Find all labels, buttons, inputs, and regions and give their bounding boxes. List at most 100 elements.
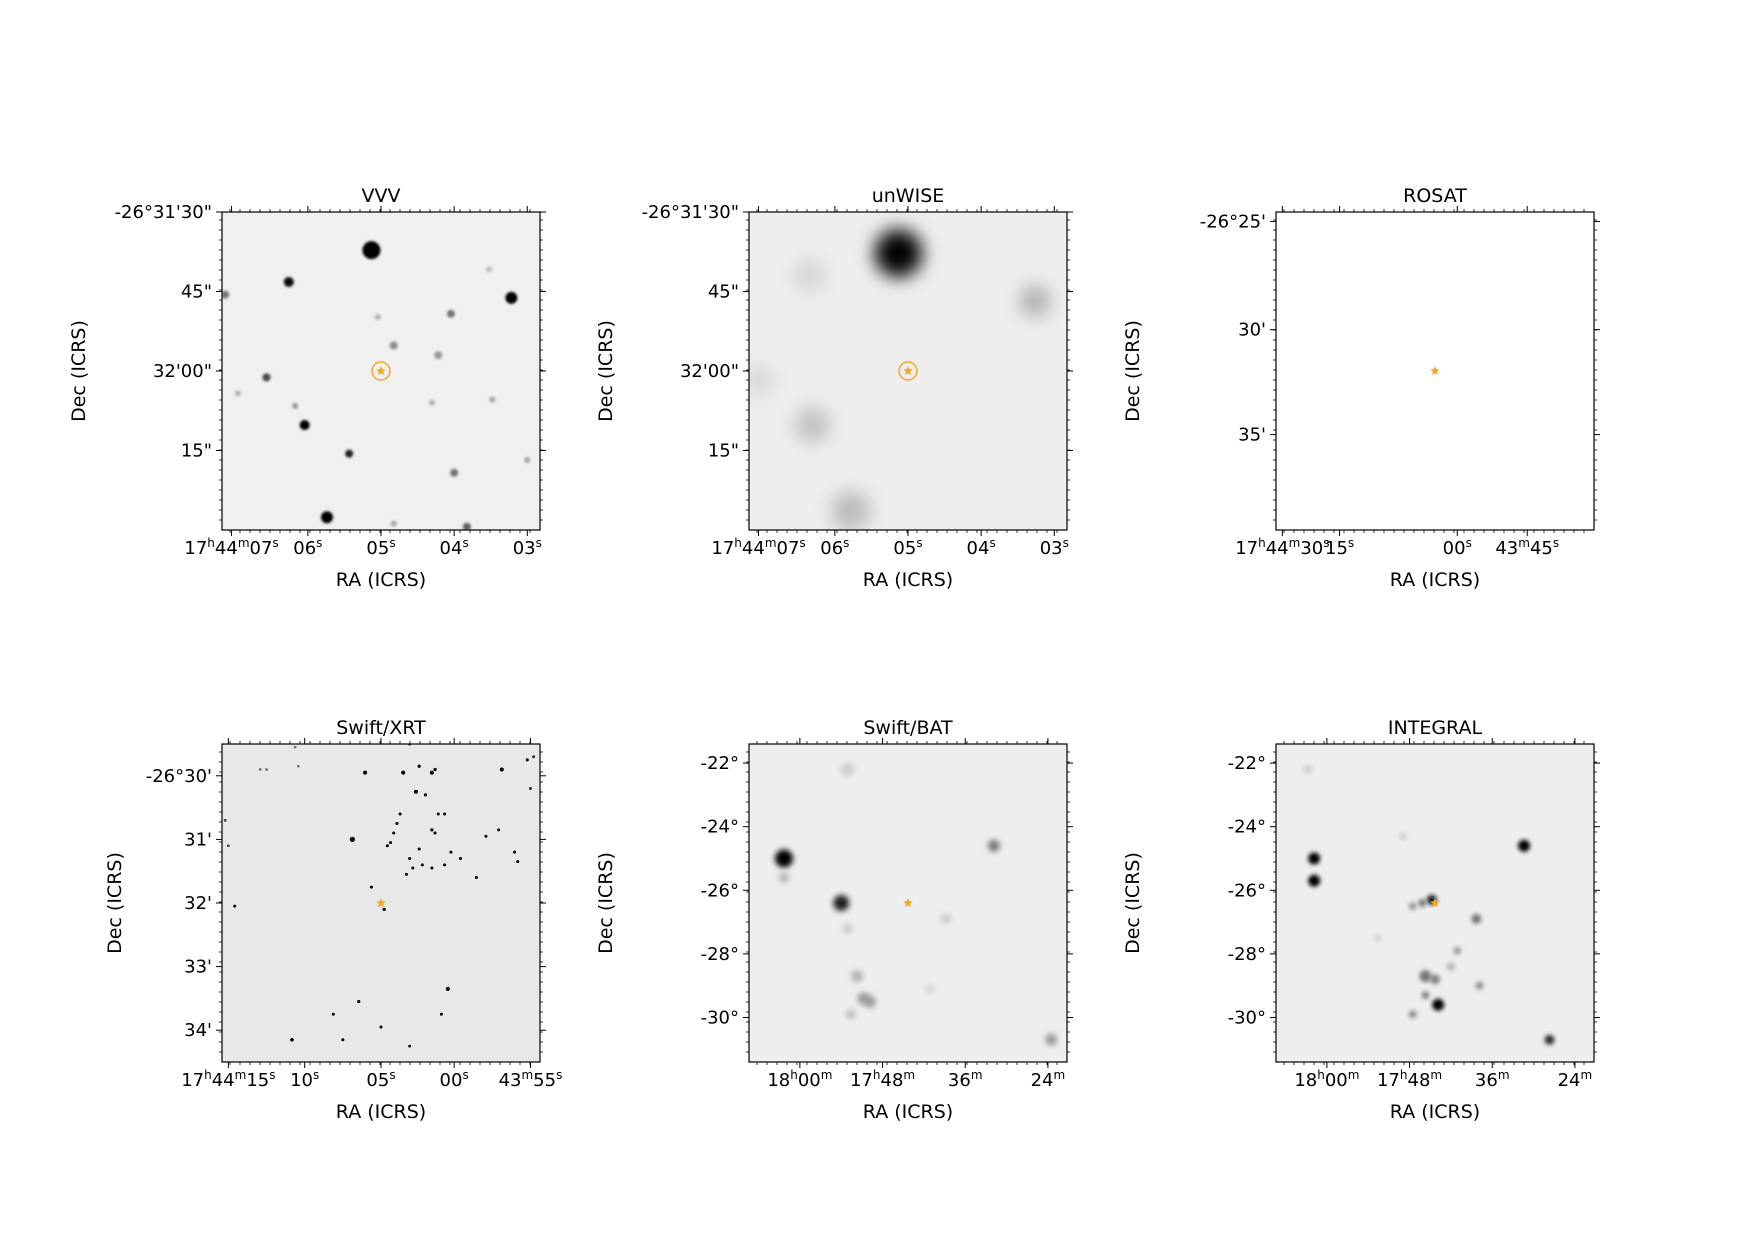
y-axis-label: Dec (ICRS) [595,320,617,422]
panel-1: 17h44m07s 06s 05s 04s 03s -26°31'30" 45" 32'00"… [595,185,1073,591]
source-9 [1419,970,1432,983]
source-28 [404,872,408,876]
x-tick-label: 36m [948,1068,983,1091]
source-3 [987,839,1000,852]
y-axis-label: Dec (ICRS) [1122,852,1144,954]
target-circle-marker [898,361,918,381]
source-41 [265,768,268,771]
x-tick-label: 17h44m30s [1235,536,1329,559]
source-1 [1019,285,1052,318]
y-tick-label: 45" [181,282,212,303]
x-tick-label: 04s [967,536,996,559]
source-51 [341,1038,345,1042]
source-20 [390,520,397,527]
x-tick-label: 17h44m07s [184,536,278,559]
source-9 [941,913,952,924]
x-axis-label: RA (ICRS) [1390,1101,1480,1123]
source-16 [428,399,435,406]
source-2 [401,770,406,775]
source-3 [417,764,421,768]
source-15 [389,841,393,845]
minor-ticks [1273,741,1597,1065]
source-19 [486,266,493,273]
source-4 [345,449,354,458]
source-10 [1430,974,1440,985]
target-star-marker [376,366,386,376]
source-13 [395,822,399,825]
source-32 [497,828,501,832]
source-7 [446,309,455,318]
source-8 [845,1009,856,1020]
source-8 [1453,946,1462,955]
x-axis-label: RA (ICRS) [863,1101,953,1123]
source-2 [1518,839,1531,852]
panel-title: unWISE [872,185,945,207]
source-6 [1432,998,1445,1011]
source-5 [433,767,437,772]
source-47 [331,1012,335,1016]
y-tick-label: -30° [1228,1007,1266,1028]
source-6 [262,373,271,382]
y-tick-label: -28° [1228,944,1266,965]
source-13 [234,390,241,397]
x-tick-label: 18h00m [1294,1068,1359,1091]
source-1 [283,276,294,287]
source-22 [459,856,462,860]
y-axis-label: Dec (ICRS) [595,852,617,954]
sources-layer [749,229,1052,530]
x-axis-label: RA (ICRS) [863,569,953,591]
x-tick-label: 17h48m [1377,1068,1442,1091]
source-38 [223,818,227,822]
source-36 [382,907,386,911]
source-10 [532,755,536,759]
x-tick-label: 05s [366,1068,395,1091]
source-3 [830,490,871,530]
panel-title: ROSAT [1403,185,1467,207]
x-tick-label: 43m55s [499,1068,563,1091]
source-17 [1399,832,1408,841]
source-7 [863,995,876,1008]
source-50 [290,1037,294,1042]
y-tick-label: -26°31'30" [115,202,212,223]
y-axis-label: Dec (ICRS) [68,320,90,422]
source-4 [1418,899,1427,907]
source-40 [258,768,262,771]
y-tick-label: -24° [1228,817,1266,838]
x-tick-label: 04s [440,536,469,559]
x-tick-label: 00s [440,1068,469,1091]
y-tick-label: -24° [701,817,739,838]
source-3 [299,420,310,431]
y-tick-label: -26°25' [1200,212,1266,233]
source-35 [369,885,373,889]
x-tick-label: 18h00m [767,1068,832,1091]
source-15 [1446,962,1455,971]
y-tick-label: -22° [701,753,739,774]
source-11 [840,762,855,777]
source-30 [474,876,478,880]
y-tick-label: 15" [708,441,739,462]
source-49 [439,1012,443,1016]
source-0 [349,836,355,843]
y-tick-label: 32'00" [680,361,739,382]
source-12 [1408,1010,1417,1019]
target-star-marker [376,898,386,908]
sources-layer [1302,764,1555,1045]
source-11 [462,522,471,530]
source-20 [433,831,437,835]
source-27 [408,856,412,860]
source-12 [925,983,936,994]
y-tick-label: -30° [701,1007,739,1028]
x-tick-label: 17h44m07s [711,536,805,559]
source-18 [524,457,531,464]
source-8 [389,341,398,350]
panel-title: Swift/BAT [863,717,953,739]
source-10 [450,468,459,477]
y-tick-label: -28° [701,944,739,965]
y-tick-label: -26° [1228,880,1266,901]
source-0 [362,241,381,260]
y-tick-label: 33' [184,957,212,978]
source-13 [1475,981,1484,990]
source-43 [293,745,297,749]
source-37 [233,904,237,908]
source-5 [851,970,864,983]
